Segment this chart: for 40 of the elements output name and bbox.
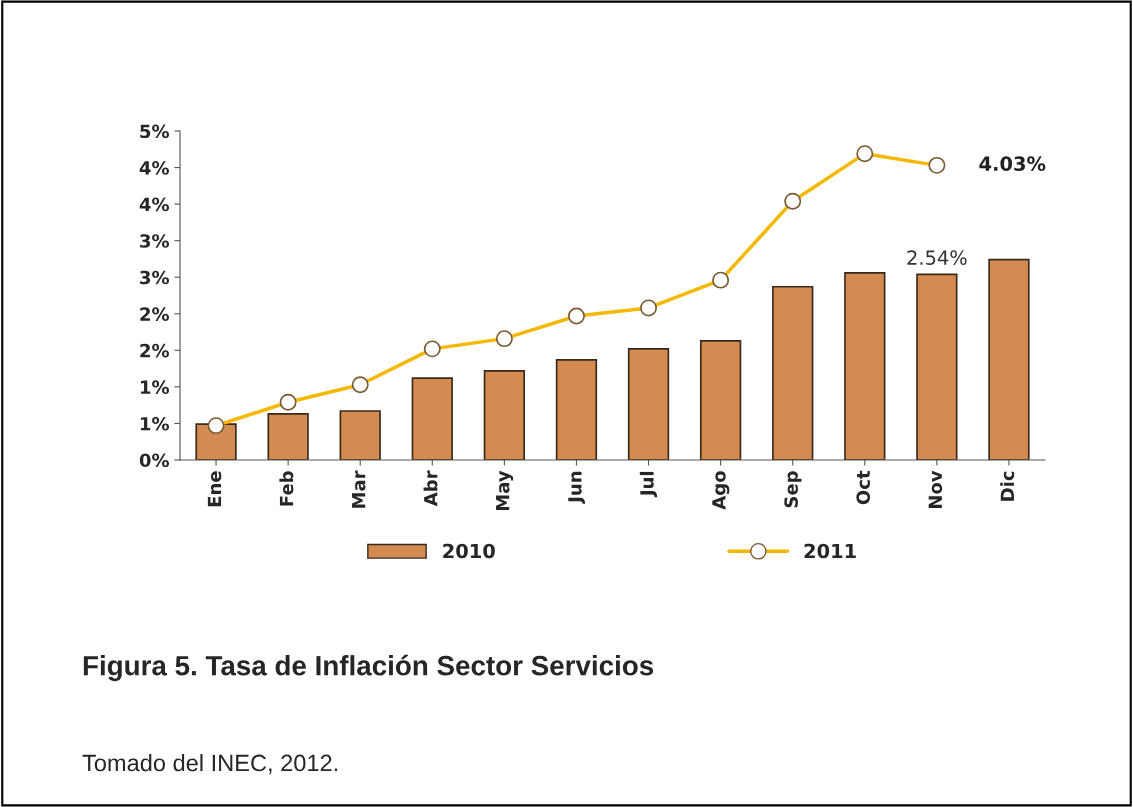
x-tick-label: May: [496, 470, 514, 511]
y-tick-label: 4%: [139, 197, 170, 212]
y-tick-label: 0%: [139, 453, 170, 468]
y-tick-label: 5%: [140, 124, 170, 139]
bar: [339, 410, 381, 460]
y-tick-label: 1%: [140, 416, 170, 431]
y-tick-label: 3%: [140, 234, 170, 248]
bar: [267, 413, 309, 460]
x-tick-label: Ene: [207, 471, 222, 507]
bar: [988, 258, 1030, 460]
y-tick-label: 2%: [140, 343, 170, 358]
bar: [195, 423, 237, 460]
bar: [699, 339, 742, 460]
x-tick-label: Oct: [856, 470, 871, 505]
y-tick-label: 3%: [140, 270, 170, 285]
x-tick-label: Sep: [784, 471, 802, 508]
y-tick-label: 2%: [140, 307, 170, 321]
bar: [627, 348, 670, 460]
x-tick-label: Nov: [928, 470, 943, 509]
x-tick-label: Jul: [639, 471, 658, 498]
bar: [555, 359, 598, 460]
bar: [483, 369, 526, 460]
bar: [772, 285, 814, 460]
y-tick-label: 1%: [140, 380, 170, 395]
text: Figura 5. Tasa de Inflación Sector Servicios: [83, 654, 654, 682]
y-tick-label: 4%: [139, 161, 170, 175]
data-label: 4.03%: [979, 156, 1046, 171]
x-tick-label: Mar: [352, 470, 366, 508]
x-tick-label: Feb: [279, 471, 294, 506]
x-tick-label: Ago: [712, 471, 730, 510]
x-tick-label: Jun: [568, 471, 586, 504]
legend-label: 2011: [804, 543, 856, 559]
x-tick-label: Abr: [423, 470, 438, 507]
text: Tomado del INEC, 2012.: [82, 753, 338, 775]
data-label: 2.54%: [907, 250, 967, 265]
legend-label: 2010: [443, 543, 495, 559]
bar: [411, 377, 453, 460]
x-tick-label: Dic: [1000, 471, 1015, 501]
bar: [916, 273, 958, 460]
bar: [844, 272, 886, 460]
